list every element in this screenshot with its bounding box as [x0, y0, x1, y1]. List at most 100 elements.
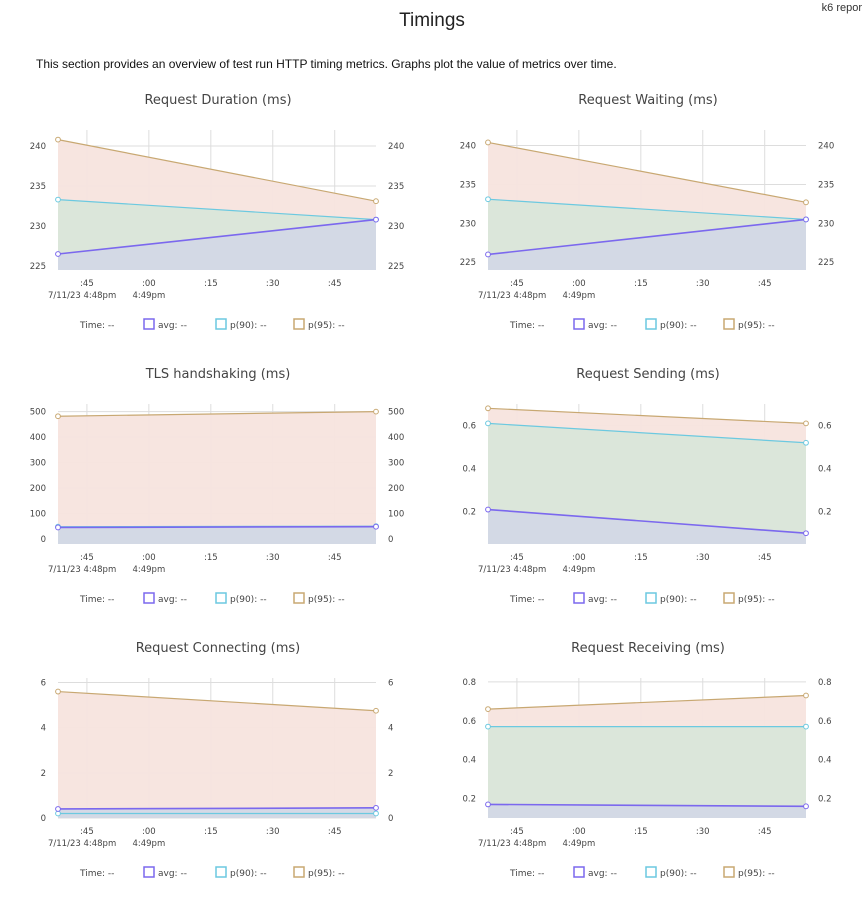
legend-swatch-p90[interactable]: [215, 592, 227, 604]
data-point-p95[interactable]: [485, 139, 491, 146]
x-tick-label: :45: [80, 553, 94, 563]
legend-swatch-avg[interactable]: [573, 592, 585, 604]
data-point-avg[interactable]: [803, 530, 809, 537]
y-tick-label-left: 0.4: [462, 756, 476, 766]
data-point-avg[interactable]: [803, 803, 809, 810]
y-tick-label-left: 0.2: [462, 508, 476, 518]
data-point-avg[interactable]: [485, 506, 491, 513]
data-point-avg[interactable]: [373, 523, 379, 530]
series-area-p90: [488, 726, 806, 818]
legend-swatch-p95[interactable]: [723, 866, 735, 878]
y-tick-label-right: 300: [388, 459, 404, 469]
series-area-avg: [488, 509, 806, 544]
data-point-p95[interactable]: [803, 420, 809, 427]
legend-swatch-p95[interactable]: [293, 318, 305, 330]
data-point-avg[interactable]: [55, 251, 61, 257]
legend-swatch-avg[interactable]: [143, 866, 155, 878]
data-point-p90[interactable]: [803, 723, 809, 730]
legend-swatch-p90[interactable]: [215, 866, 227, 878]
x-tick-label: :30: [266, 279, 280, 289]
legend-swatch-p95[interactable]: [723, 592, 735, 604]
y-tick-label-right: 0.2: [818, 508, 832, 518]
x-tick-label: :45: [80, 279, 94, 289]
data-point-avg[interactable]: [55, 806, 61, 812]
legend-swatch-p90[interactable]: [645, 592, 657, 604]
legend-swatch-p95[interactable]: [723, 318, 735, 330]
chart-svg: TLS handshaking (ms) 0 0 100 100 200 200 300 300…: [30, 367, 404, 605]
legend-swatch-p95[interactable]: [293, 592, 305, 604]
y-tick-label-right: 230: [818, 219, 834, 229]
x-hour-label: 4:49pm: [132, 565, 165, 575]
legend-swatch-p90[interactable]: [645, 866, 657, 878]
legend-swatch-p90[interactable]: [215, 318, 227, 330]
legend-swatch-avg[interactable]: [573, 318, 585, 330]
series-area-avg: [58, 219, 376, 270]
data-point-p90[interactable]: [485, 723, 491, 730]
y-tick-label-left: 200: [30, 484, 46, 494]
data-point-avg[interactable]: [485, 251, 491, 258]
chart-svg: Request Waiting (ms) 225 225 230 230 235 235 24…: [460, 93, 834, 331]
legend-time-label: Time: --: [79, 321, 114, 331]
legend-swatch-p95[interactable]: [293, 866, 305, 878]
chart-svg: Request Connecting (ms) 0 0 2 2 4 4 6 6:45:00:15…: [41, 641, 394, 879]
y-tick-label-left: 230: [460, 219, 476, 229]
legend-swatch-avg[interactable]: [573, 866, 585, 878]
y-tick-label-right: 0: [388, 535, 393, 545]
y-tick-label-left: 100: [30, 509, 46, 519]
x-tick-label: :00: [142, 827, 156, 837]
chart-panel: Request Sending (ms) 0.2 0.2 0.4 0.4 0.6 0.6:4…: [448, 362, 848, 624]
x-hour-label: 4:49pm: [132, 839, 165, 849]
data-point-avg[interactable]: [373, 804, 379, 811]
legend-label-p95: p(95): --: [738, 595, 775, 605]
series-line-avg: [57, 218, 377, 255]
x-date-label: 7/11/23 4:48pm: [478, 565, 546, 575]
data-point-p90[interactable]: [485, 420, 491, 427]
data-point-avg[interactable]: [485, 801, 491, 808]
y-tick-label-right: 0.6: [818, 717, 832, 727]
data-point-p90[interactable]: [373, 810, 379, 817]
y-tick-label-left: 500: [30, 408, 46, 418]
series-area-avg: [488, 804, 806, 818]
data-point-p95[interactable]: [485, 706, 491, 713]
data-point-p95[interactable]: [55, 413, 61, 420]
y-tick-label-left: 0: [41, 535, 46, 545]
legend-label-avg: avg: --: [158, 595, 187, 605]
x-hour-label: 4:49pm: [562, 839, 595, 849]
data-point-p95[interactable]: [373, 408, 379, 415]
legend-swatch-p90[interactable]: [645, 318, 657, 330]
x-tick-label: :00: [572, 827, 586, 837]
y-tick-label-left: 300: [30, 459, 46, 469]
data-point-p95[interactable]: [803, 199, 809, 206]
x-tick-label: :15: [204, 279, 218, 289]
legend-time-label: Time: --: [79, 595, 114, 605]
y-tick-label-left: 240: [30, 142, 46, 152]
data-point-avg[interactable]: [373, 216, 379, 223]
series-line-avg: [57, 525, 377, 529]
data-point-avg[interactable]: [55, 524, 61, 531]
x-tick-label: :00: [572, 279, 586, 289]
chart-title: Request Sending (ms): [576, 367, 720, 382]
data-point-p90[interactable]: [55, 196, 61, 203]
data-point-avg[interactable]: [803, 216, 809, 223]
data-point-p95[interactable]: [373, 198, 379, 205]
chart-svg: Request Receiving (ms) 0.2 0.2 0.4 0.4 0.6 0.6…: [462, 641, 832, 879]
y-tick-label-right: 235: [388, 182, 404, 192]
series-area-avg: [58, 526, 376, 544]
legend-swatch-avg[interactable]: [143, 318, 155, 330]
data-point-p95[interactable]: [803, 692, 809, 699]
data-point-p95[interactable]: [485, 405, 491, 412]
series-area-p95: [58, 411, 376, 544]
data-point-p90[interactable]: [803, 439, 809, 446]
legend-label-p90: p(90): --: [230, 869, 267, 879]
y-tick-label-right: 0.6: [818, 422, 832, 432]
y-tick-label-left: 225: [460, 258, 476, 268]
chart-title: Request Receiving (ms): [571, 641, 725, 656]
data-point-p95[interactable]: [373, 707, 379, 714]
data-point-p90[interactable]: [485, 196, 491, 203]
data-point-p95[interactable]: [55, 688, 61, 695]
x-tick-label: :15: [634, 553, 648, 563]
data-point-p95[interactable]: [55, 136, 61, 143]
legend-swatch-avg[interactable]: [143, 592, 155, 604]
y-tick-label-right: 0: [388, 814, 393, 824]
y-tick-label-right: 6: [388, 679, 393, 689]
